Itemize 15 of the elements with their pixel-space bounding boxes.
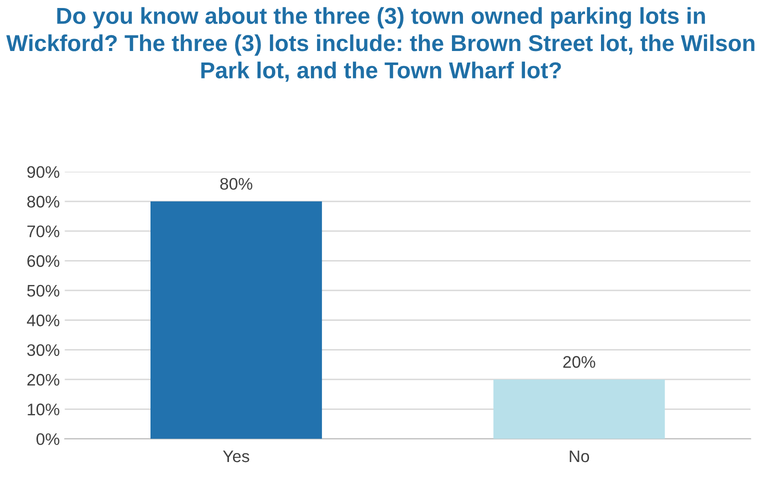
data-label: 20% (563, 356, 596, 368)
y-tick-label: 40% (26, 314, 60, 326)
y-tick-label: 20% (27, 374, 60, 386)
y-tick-label: 90% (27, 166, 60, 178)
data-label: 80% (220, 178, 252, 190)
y-tick-label: 10% (28, 404, 60, 416)
y-tick-label: 70% (27, 225, 60, 238)
x-tick-label: Yes (222, 450, 250, 462)
y-tick-label: 30% (27, 344, 60, 356)
y-tick-label: 80% (27, 196, 60, 208)
chart-title: Do you know about the three (3) town owned parking lots in Wickford? The three (3) lots include: the Brown Street lot, the Wilson Park lot, and the Town Wharf lot? (6, 7, 754, 82)
y-tick-label: 0% (36, 433, 60, 446)
y-tick-label: 60% (27, 255, 60, 267)
y-tick-label: 50% (27, 284, 60, 297)
x-tick-label: No (570, 450, 590, 462)
